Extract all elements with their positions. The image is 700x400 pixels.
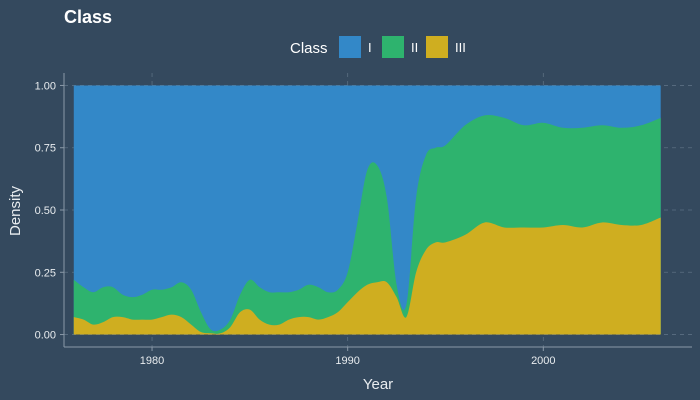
legend-title: Class [290,40,328,57]
legend: Class I II III [290,36,466,58]
legend-swatch-II [382,36,404,58]
x-tick-label: 2000 [531,355,555,367]
legend-swatch-III [426,36,448,58]
tick-labels: 0.00 0.25 0.50 0.75 1.00 1980 1990 2000 [35,80,556,367]
legend-label-III: III [455,40,466,55]
y-tick-label: 1.00 [35,80,56,92]
legend-swatch-I [339,36,361,58]
y-tick-label: 0.75 [35,143,56,155]
area-series [73,85,661,335]
x-tick-label: 1990 [335,355,359,367]
x-tick-label: 1980 [140,355,164,367]
y-tick-label: 0.50 [35,205,56,217]
x-axis-title: Year [363,376,393,393]
area-class-III [73,217,661,335]
y-tick-label: 0.00 [35,330,56,342]
legend-label-II: II [411,40,418,55]
y-tick-label: 0.25 [35,267,56,279]
legend-label-I: I [368,40,372,55]
chart-title: Class [64,7,112,27]
y-axis-title: Density [7,185,24,236]
